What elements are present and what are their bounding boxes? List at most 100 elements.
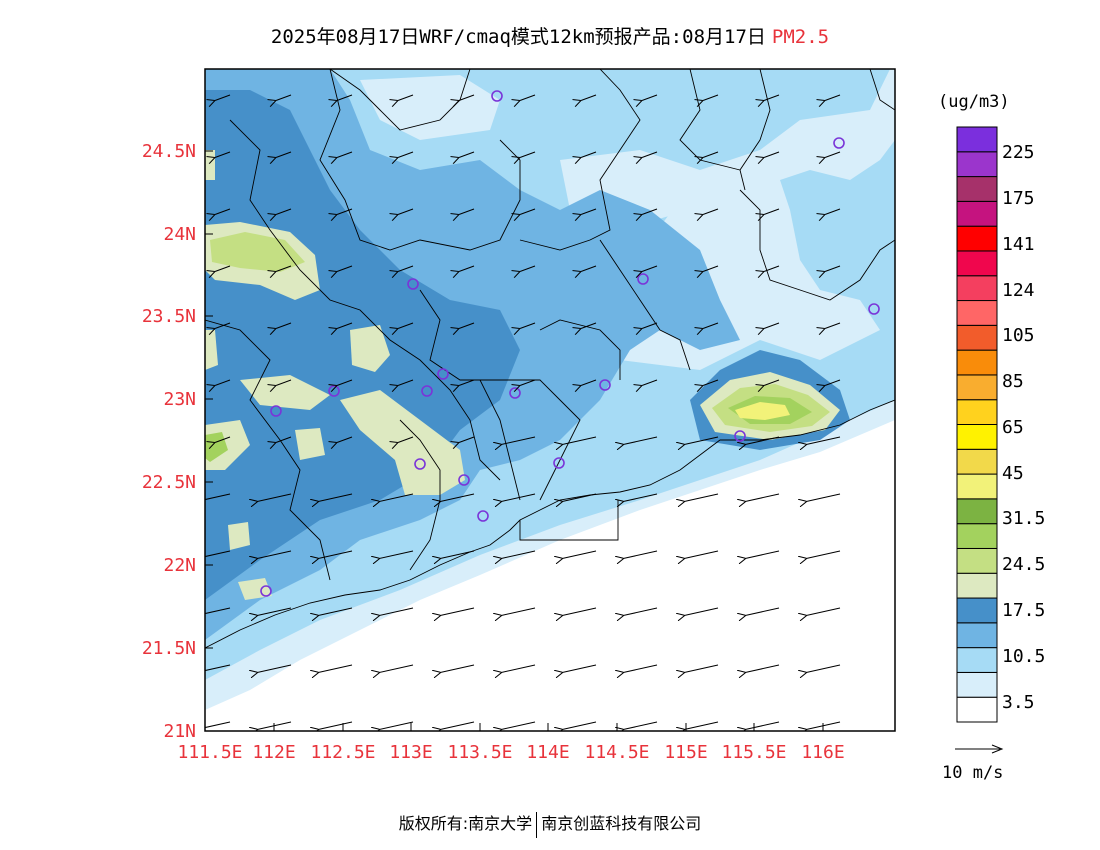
wind-arrow <box>563 607 597 615</box>
wind-arrow <box>581 322 597 329</box>
wind-arrow <box>685 436 719 444</box>
wind-arrow <box>746 436 780 444</box>
wind-arrow <box>764 379 780 386</box>
colorbar-swatch <box>956 671 998 698</box>
wind-arrow <box>764 322 780 329</box>
wind-arrow <box>520 94 536 101</box>
wind-arrow <box>703 379 719 386</box>
wind-arrow <box>441 721 475 729</box>
wind-arrow <box>276 265 292 272</box>
wind-arrow <box>398 436 414 443</box>
wind-arrow <box>502 436 536 444</box>
wind-arrow <box>520 151 536 158</box>
footer-right: 南京创蓝科技有限公司 <box>541 814 702 833</box>
wind-arrow <box>258 550 292 558</box>
lat-label: 21.5N <box>142 638 196 659</box>
wind-arrow <box>215 436 231 443</box>
wind-arrow <box>258 664 292 672</box>
colorbar-swatch <box>956 498 998 525</box>
wind-vectors <box>205 94 841 729</box>
wind-arrow <box>319 493 353 501</box>
wind-arrow <box>319 550 353 558</box>
wind-arrow <box>807 493 841 501</box>
wind-arrow <box>319 721 353 729</box>
wind-arrow <box>746 721 780 729</box>
wind-arrow <box>441 607 475 615</box>
wind-arrow <box>215 208 231 215</box>
colorbar <box>956 126 998 723</box>
wind-arrow <box>581 208 597 215</box>
colorbar-swatch <box>956 176 998 202</box>
wind-arrow <box>380 721 414 729</box>
wind-arrow <box>276 208 292 215</box>
wind-arrow <box>685 493 719 501</box>
wind-arrow <box>398 94 414 101</box>
lon-label: 112.5E <box>310 742 375 763</box>
lon-label: 111.5E <box>177 742 242 763</box>
colorbar-label: 175 <box>1002 188 1035 209</box>
title-main: 2025年08月17日WRF/cmaq模式12km预报产品:08月17日 <box>270 26 766 48</box>
lat-label: 21N <box>163 721 196 742</box>
wind-arrow <box>624 493 658 501</box>
colorbar-swatch <box>956 300 998 326</box>
wind-arrow <box>642 322 658 329</box>
colorbar-swatch <box>956 424 998 450</box>
pm25-field <box>205 69 895 731</box>
colorbar-label: 65 <box>1002 417 1024 438</box>
wind-arrow <box>276 151 292 158</box>
wind-arrow <box>215 379 231 386</box>
wind-arrow <box>459 265 475 272</box>
wind-arrow <box>703 265 719 272</box>
lon-label: 115E <box>664 742 707 763</box>
colorbar-label: 24.5 <box>1002 554 1045 575</box>
wind-arrow <box>398 322 414 329</box>
lat-label: 23.5N <box>142 306 196 327</box>
wind-arrow <box>459 151 475 158</box>
site-markers <box>260 90 880 597</box>
wind-arrow <box>276 436 292 443</box>
wind-arrow <box>685 550 719 558</box>
wind-arrow <box>276 379 292 386</box>
lon-label: 115.5E <box>721 742 786 763</box>
wind-arrow <box>703 322 719 329</box>
wind-arrow <box>319 664 353 672</box>
wind-arrow <box>205 493 231 501</box>
colorbar-swatch <box>956 225 998 252</box>
colorbar-swatch <box>956 572 998 599</box>
lat-labels: 21N 21.5N 22N 22.5N 23N 23.5N 24N 24.5N <box>142 141 196 742</box>
wind-arrow <box>642 265 658 272</box>
lon-labels: 111.5E 112E 112.5E 113E 113.5E 114E 114.… <box>177 742 844 763</box>
colorbar-swatch <box>956 250 998 277</box>
colorbar-swatch <box>956 647 998 673</box>
wind-arrow <box>825 265 841 272</box>
wind-arrow <box>215 94 231 101</box>
wind-arrow <box>746 550 780 558</box>
wind-arrow <box>764 265 780 272</box>
colorbar-label: 225 <box>1002 142 1035 163</box>
wind-arrow <box>398 208 414 215</box>
wind-arrow <box>337 151 353 158</box>
wind-arrow <box>685 607 719 615</box>
wind-arrow <box>825 379 841 386</box>
wind-arrow <box>398 379 414 386</box>
lat-label: 24.5N <box>142 141 196 162</box>
colorbar-swatch <box>956 523 998 549</box>
wind-arrow <box>205 607 231 615</box>
colorbar-swatch <box>956 275 998 302</box>
colorbar-swatch <box>956 151 998 178</box>
wind-arrow <box>624 607 658 615</box>
wind-arrow <box>563 493 597 501</box>
wind-arrow <box>380 550 414 558</box>
wind-arrow <box>764 94 780 101</box>
wind-arrow <box>825 94 841 101</box>
lon-label: 114.5E <box>584 742 649 763</box>
wind-arrow <box>642 151 658 158</box>
wind-arrow <box>215 151 231 158</box>
wind-arrow <box>807 550 841 558</box>
wind-arrow <box>502 664 536 672</box>
wind-arrow <box>563 664 597 672</box>
wind-arrow <box>459 94 475 101</box>
wind-arrow <box>581 151 597 158</box>
wind-arrow <box>685 664 719 672</box>
wind-arrow <box>825 208 841 215</box>
